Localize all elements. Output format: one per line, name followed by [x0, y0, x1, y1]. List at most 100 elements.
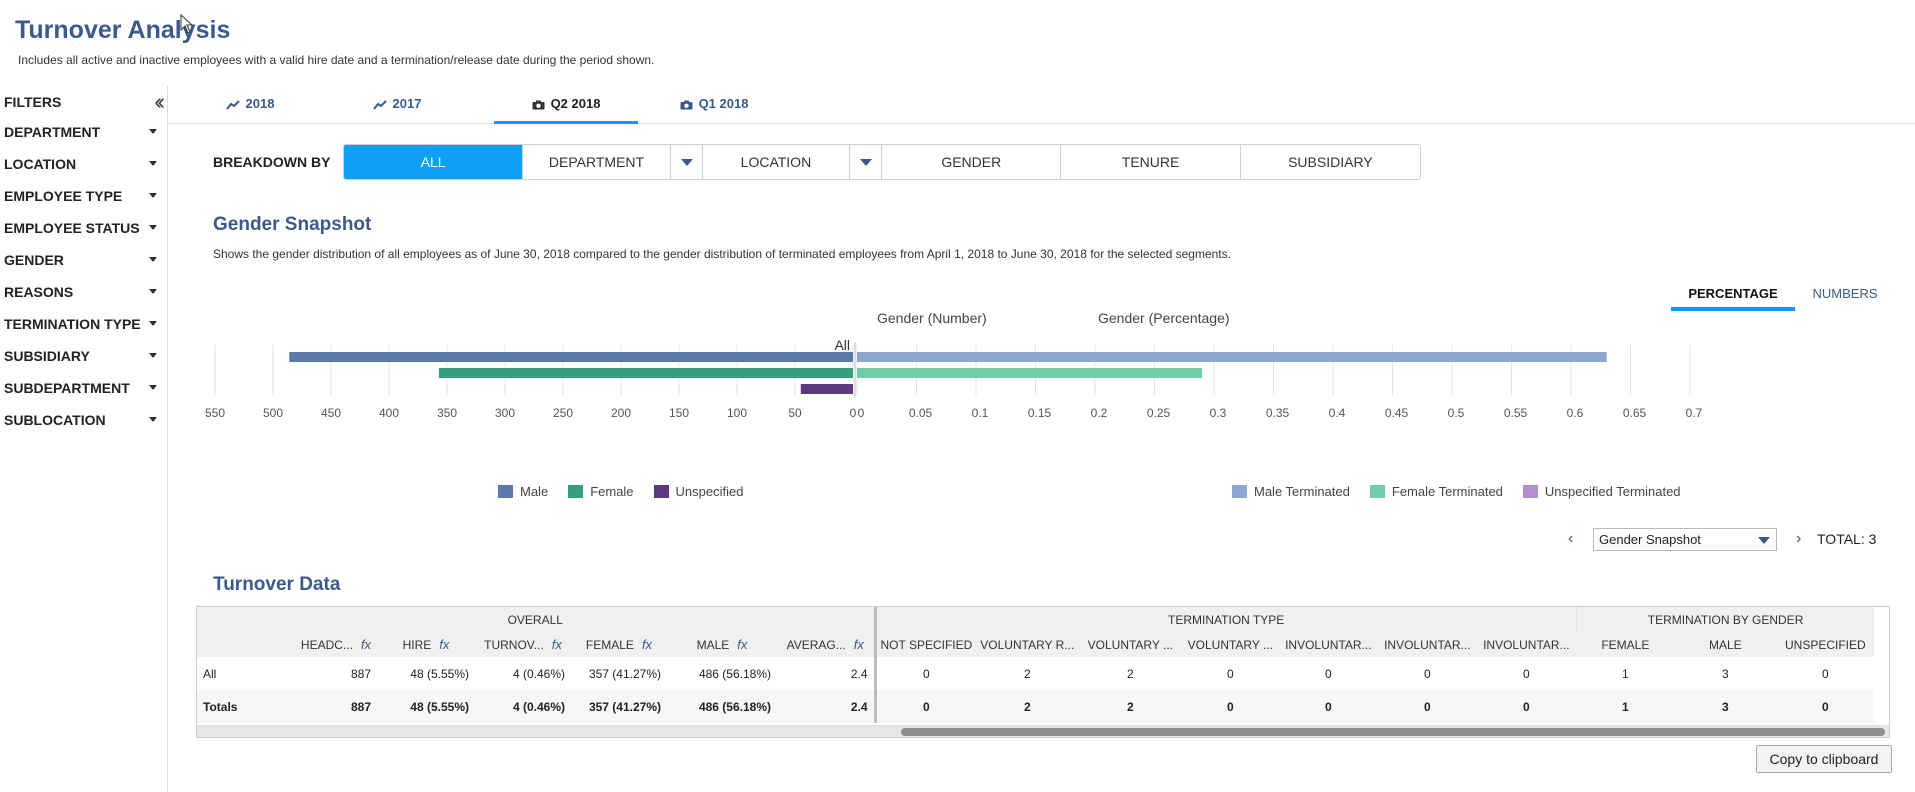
- formula-icon[interactable]: fx: [439, 637, 450, 652]
- percentage-toggle[interactable]: PERCENTAGE: [1671, 283, 1795, 311]
- breakdown-all-button[interactable]: ALL: [344, 145, 524, 179]
- row-label: All: [203, 666, 217, 681]
- x-tick-label: 200: [611, 406, 631, 420]
- column-header[interactable]: VOLUNTARY ...: [1078, 632, 1183, 657]
- breakdown-option-label: DEPARTMENT: [548, 154, 645, 170]
- header-label: NOT SPECIFIED: [880, 637, 973, 652]
- column-header[interactable]: HIRE fx: [377, 632, 475, 657]
- formula-icon[interactable]: fx: [853, 637, 864, 652]
- column-header[interactable]: INVOLUNTAR...: [1378, 632, 1477, 657]
- tab-2017[interactable]: 2017: [325, 86, 469, 124]
- collapse-sidebar-icon[interactable]: ‹‹: [154, 89, 164, 114]
- bar-female: [438, 368, 853, 378]
- legend-item-female[interactable]: Female: [568, 484, 634, 499]
- x-tick-label: 300: [495, 406, 515, 420]
- table-cell: 0: [1226, 666, 1234, 681]
- table-cell: 0: [923, 666, 930, 681]
- table-cell: 0: [1378, 690, 1477, 723]
- legend-label: Male: [520, 484, 549, 499]
- filter-subsidiary[interactable]: SUBSIDIARY: [0, 340, 167, 372]
- chart-total: TOTAL: 3: [1817, 531, 1877, 547]
- camera-icon: [680, 100, 693, 110]
- filter-department[interactable]: DEPARTMENT: [0, 116, 167, 148]
- legend-item-unspecified[interactable]: Unspecified: [653, 484, 743, 499]
- caret-down-icon: [149, 257, 157, 262]
- column-header[interactable]: TURNOV... fx: [475, 632, 571, 657]
- tab-2018[interactable]: 2018: [178, 86, 322, 124]
- tab-q1-2018[interactable]: Q1 2018: [642, 86, 786, 124]
- breakdown-tenure-button[interactable]: TENURE: [1061, 145, 1241, 179]
- table-cell: 4 (0.46%): [512, 666, 565, 681]
- gender-snapshot-chart: 550 500 450 400 350 300 250 200 150 100 50 0 0 0.05 0.…: [205, 337, 1703, 420]
- column-header[interactable]: FEMALE: [1576, 632, 1675, 657]
- breakdown-subsidiary-button[interactable]: SUBSIDIARY: [1241, 145, 1420, 179]
- table-cell: 0: [1182, 690, 1279, 723]
- breakdown-option-label: SUBSIDIARY: [1288, 154, 1373, 170]
- department-dropdown-icon[interactable]: [669, 145, 702, 179]
- prev-chart-icon[interactable]: ‹: [1568, 530, 1574, 547]
- scrollbar-thumb[interactable]: [901, 728, 1885, 736]
- filter-employee-status[interactable]: EMPLOYEE STATUS: [0, 212, 167, 244]
- legend-item-unspecified-terminated[interactable]: Unspecified Terminated: [1522, 484, 1681, 499]
- filter-termination-type[interactable]: TERMINATION TYPE: [0, 308, 167, 340]
- legend-item-male[interactable]: Male: [498, 484, 548, 499]
- header-label: VOLUNTARY ...: [1187, 637, 1273, 652]
- breakdown-gender-button[interactable]: GENDER: [882, 145, 1062, 179]
- column-header[interactable]: INVOLUNTAR...: [1278, 632, 1379, 657]
- filter-gender[interactable]: GENDER: [0, 244, 167, 276]
- formula-icon[interactable]: fx: [551, 637, 562, 652]
- column-header[interactable]: NOT SPECIFIED: [875, 632, 977, 657]
- formula-icon[interactable]: fx: [641, 637, 653, 652]
- legend-item-female-terminated[interactable]: Female Terminated: [1369, 484, 1503, 499]
- x-tick-label: 0.3: [1210, 406, 1227, 420]
- header-label: HEADC...: [300, 638, 353, 652]
- column-header[interactable]: VOLUNTARY R...: [976, 632, 1079, 657]
- filter-employee-type[interactable]: EMPLOYEE TYPE: [0, 180, 167, 212]
- horizontal-scrollbar[interactable]: [197, 725, 1889, 737]
- column-header[interactable]: VOLUNTARY ...: [1182, 632, 1279, 657]
- x-tick-label: 0.6: [1567, 406, 1584, 420]
- table-row[interactable]: Totals 887 48 (5.55%) 4 (0.46%) 357 (41.27%)…: [197, 690, 1875, 723]
- mouse-cursor-icon: [180, 14, 194, 34]
- filter-reasons[interactable]: REASONS: [0, 276, 167, 308]
- column-header[interactable]: HEADC... fx: [295, 632, 377, 657]
- x-tick-label: 0.65: [1623, 406, 1647, 420]
- filter-location[interactable]: LOCATION: [0, 148, 167, 180]
- filter-sublocation[interactable]: SUBLOCATION: [0, 404, 167, 436]
- breakdown-department-button[interactable]: DEPARTMENT: [523, 145, 703, 179]
- column-header[interactable]: AVERAG... fx: [777, 632, 877, 657]
- table-row[interactable]: All 887 48 (5.55%) 4 (0.46%) 357 (41.27%) 486…: [197, 657, 1874, 690]
- numbers-toggle[interactable]: NUMBERS: [1812, 286, 1878, 301]
- tab-q2-2018[interactable]: Q2 2018: [494, 86, 638, 124]
- column-header[interactable]: FEMALE fx: [571, 632, 667, 657]
- snapshot-description: Shows the gender distribution of all emp…: [213, 247, 1231, 261]
- x-tick-label: 0: [850, 406, 857, 420]
- caret-down-icon: [149, 193, 157, 198]
- breakdown-option-label: LOCATION: [740, 154, 812, 170]
- column-header[interactable]: INVOLUNTAR...: [1476, 632, 1577, 657]
- column-header[interactable]: MALE fx: [667, 632, 777, 657]
- breakdown-option-label: GENDER: [941, 154, 1002, 170]
- breakdown-location-button[interactable]: LOCATION: [703, 145, 883, 179]
- column-header[interactable]: UNSPECIFIED: [1776, 632, 1875, 657]
- legend-swatch: [498, 485, 513, 498]
- header-label: INVOLUNTAR...: [1285, 637, 1372, 652]
- copy-to-clipboard-button[interactable]: Copy to clipboard: [1756, 745, 1892, 773]
- column-header[interactable]: MALE: [1674, 632, 1777, 657]
- next-chart-icon[interactable]: ›: [1796, 530, 1802, 547]
- formula-icon[interactable]: fx: [737, 637, 748, 652]
- filters-sidebar: FILTERS ‹‹ DEPARTMENT LOCATION EMPLOYEE TY…: [0, 86, 168, 792]
- bar-unspecified: [800, 384, 853, 394]
- table-cell: 4 (0.46%): [475, 690, 571, 723]
- chart-select[interactable]: Gender Snapshot: [1593, 528, 1777, 551]
- x-tick-label: 0.15: [1028, 406, 1052, 420]
- header-label: VOLUNTARY R...: [980, 637, 1075, 652]
- bar-female-terminated: [857, 368, 1203, 378]
- formula-icon[interactable]: fx: [360, 637, 372, 652]
- x-tick-label: 0.5: [1448, 406, 1465, 420]
- legend-item-male-terminated[interactable]: Male Terminated: [1232, 484, 1350, 499]
- filter-subdepartment[interactable]: SUBDEPARTMENT: [0, 372, 167, 404]
- location-dropdown-icon[interactable]: [849, 145, 881, 179]
- breakdown-option-label: ALL: [420, 154, 446, 170]
- breakdown-button-group: ALL DEPARTMENT LOCATION GENDER TENURE SU…: [343, 144, 1421, 180]
